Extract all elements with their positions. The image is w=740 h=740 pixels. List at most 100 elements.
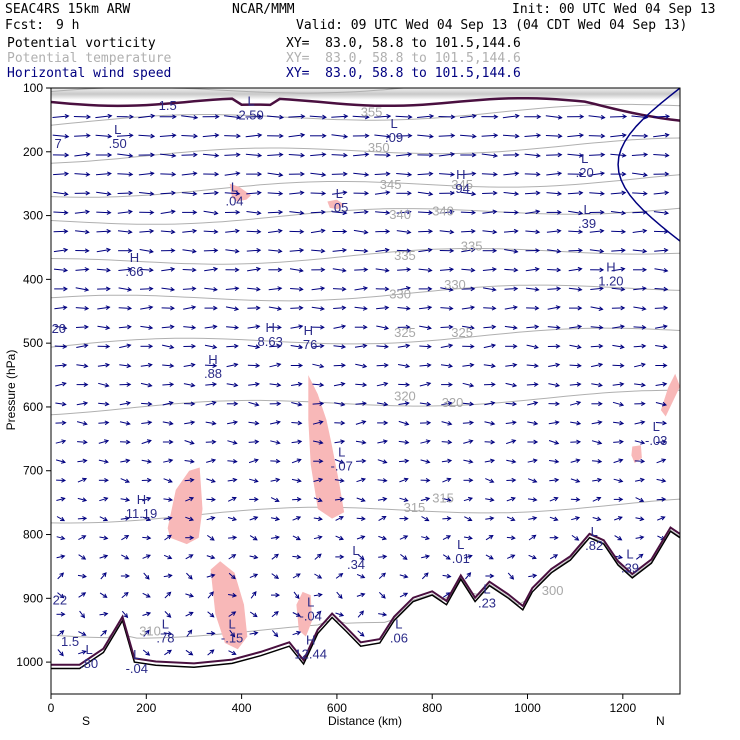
wind-vector-head	[63, 229, 69, 234]
wind-vector-head	[320, 267, 326, 273]
wind-vector	[462, 382, 474, 387]
field-theta-xy: XY= 83.0, 58.8 to 101.5,144.6	[286, 51, 521, 66]
pv-extremum-value: .22	[49, 592, 67, 607]
wind-vector	[376, 307, 389, 310]
wind-vector-head	[555, 362, 561, 368]
wind-vector	[162, 364, 174, 367]
wind-vector-head	[320, 248, 326, 254]
wind-vector	[398, 440, 409, 444]
theta-contour	[51, 284, 680, 302]
model-title: SEAC4RS 15km ARW	[5, 2, 131, 17]
wind-vector-head	[405, 382, 411, 388]
wind-vector-head	[82, 439, 88, 445]
wind-vector	[502, 134, 519, 137]
wind-vector-head	[446, 535, 452, 540]
wind-vector	[227, 479, 237, 482]
wind-vector-head	[150, 133, 156, 139]
wind-vector-head	[339, 554, 345, 560]
wind-vector	[95, 134, 112, 137]
wind-vector-head	[257, 133, 263, 138]
wind-vector	[438, 116, 455, 118]
wind-vector	[461, 306, 475, 310]
pv-extremum-type: L	[336, 186, 343, 201]
wind-vector	[441, 421, 452, 425]
wind-vector	[78, 535, 86, 541]
wind-vector-head	[384, 286, 390, 292]
wind-vector	[268, 326, 281, 328]
wind-vector	[632, 211, 647, 214]
wind-vector	[228, 554, 236, 560]
wind-vector-head	[274, 535, 280, 540]
wind-vector	[397, 307, 410, 310]
wind-vector-head	[469, 382, 475, 388]
wind-vector-head	[188, 554, 194, 559]
wind-vector-head	[298, 344, 304, 350]
wind-vector-head	[276, 362, 282, 368]
wind-vector-head	[489, 478, 495, 483]
wind-vector	[119, 402, 131, 406]
wind-vector	[569, 383, 581, 386]
wind-vector-head	[169, 324, 175, 330]
wind-vector-head	[278, 152, 284, 158]
wind-vector	[355, 440, 366, 444]
wind-vector	[610, 211, 626, 214]
wind-vector	[588, 135, 605, 137]
wind-vector-head	[621, 133, 627, 138]
theta-label: 335	[394, 248, 416, 263]
wind-vector	[417, 211, 433, 214]
wind-vector	[524, 134, 541, 137]
wind-vector	[397, 287, 410, 291]
wind-vector-head	[257, 171, 263, 177]
wind-vector	[206, 478, 216, 483]
wind-vector-head	[662, 344, 668, 350]
wind-vector-head	[209, 536, 215, 541]
wind-vector	[269, 421, 281, 425]
wind-vector-head	[469, 362, 475, 368]
wind-vector	[611, 249, 625, 252]
wind-vector	[378, 516, 386, 522]
wind-vector-head	[277, 248, 283, 254]
pv-extremum-value: .09	[385, 130, 403, 145]
wind-vector-head	[189, 516, 194, 522]
wind-vector	[353, 211, 368, 214]
wind-vector-head	[254, 402, 260, 407]
wind-vector	[548, 383, 560, 387]
wind-vector-head	[619, 439, 624, 445]
wind-vector-head	[407, 152, 413, 157]
stratosphere-band	[51, 88, 680, 100]
pv-extremum-value: .66	[125, 264, 143, 279]
wind-vector-head	[300, 132, 306, 138]
wind-vector	[314, 573, 322, 579]
wind-vector	[545, 115, 562, 119]
wind-vector-head	[148, 248, 154, 254]
wind-vector	[418, 306, 432, 310]
y-tick-label: 600	[23, 400, 43, 414]
wind-vector-head	[148, 343, 154, 349]
wind-vector-head	[233, 343, 239, 349]
wind-vector	[248, 421, 259, 424]
wind-vector	[524, 173, 540, 175]
wind-vector	[140, 364, 152, 367]
wind-vector	[462, 364, 474, 367]
wind-vector	[268, 306, 282, 310]
wind-vector-head	[402, 555, 408, 560]
wind-vector	[634, 421, 645, 425]
wind-vector-head	[339, 496, 345, 502]
wind-vector-head	[492, 190, 498, 196]
wind-vector-head	[664, 152, 670, 158]
wind-vector	[420, 440, 430, 444]
pv-surface-contour	[51, 526, 680, 666]
wind-vector	[228, 572, 236, 579]
wind-vector	[203, 230, 218, 233]
wind-vector-head	[492, 171, 498, 177]
wind-vector-head	[450, 114, 456, 120]
wind-vector-head	[493, 114, 499, 120]
wind-vector-head	[60, 516, 66, 522]
theta-label: 325	[394, 325, 416, 340]
pv-extremum-value: .34	[347, 557, 365, 572]
wind-vector-head	[81, 650, 87, 655]
pv-extremum-type: H	[137, 492, 146, 507]
wind-vector	[228, 536, 237, 539]
wind-vector-head	[384, 305, 390, 311]
wind-vector	[354, 269, 368, 271]
